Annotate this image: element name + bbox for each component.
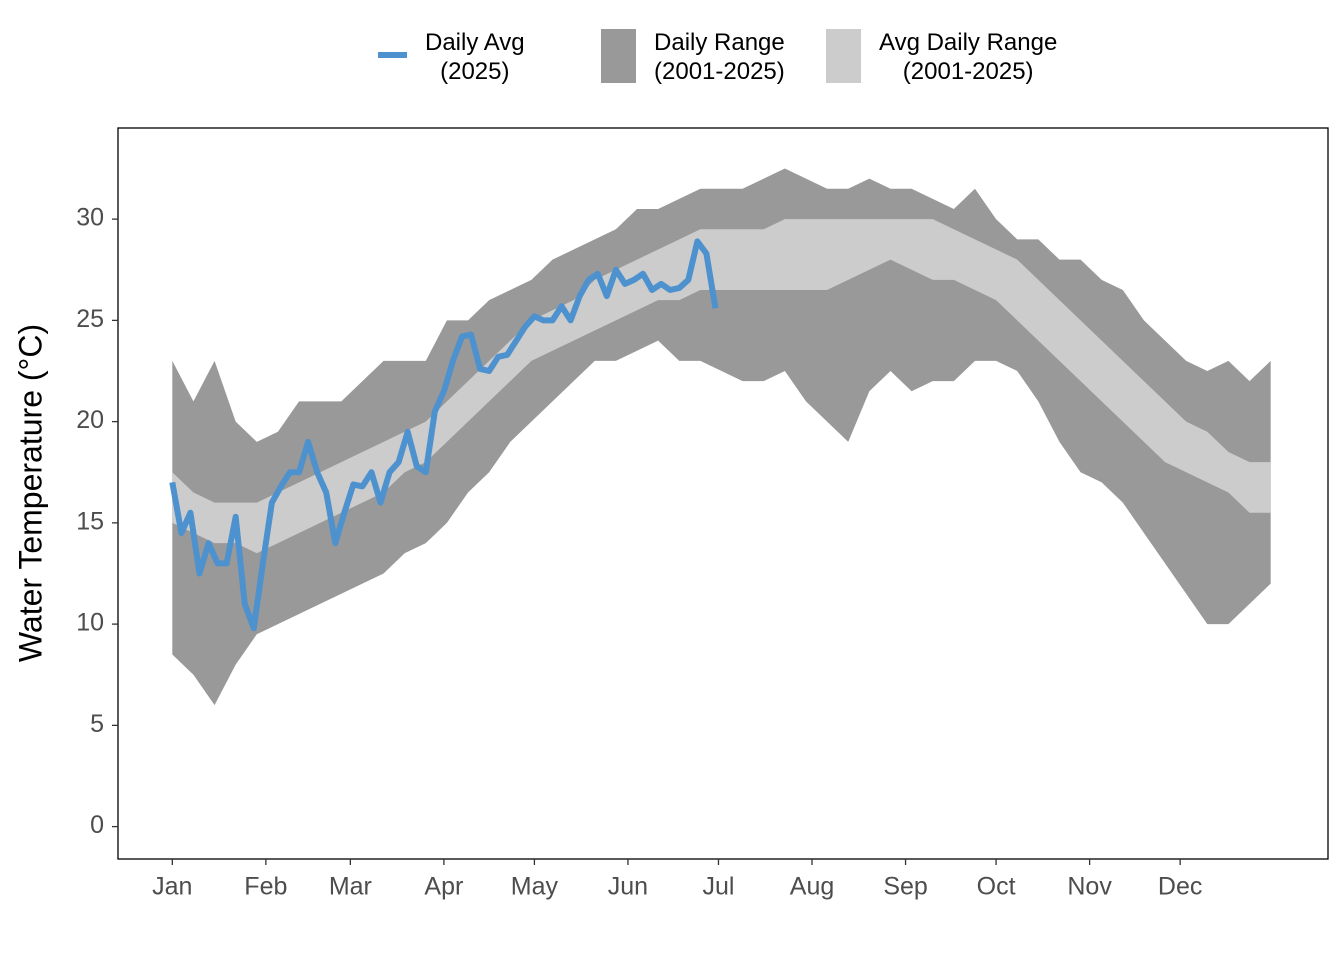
legend-item: Avg Daily Range (2001-2025) [826, 28, 1058, 85]
legend-item: Daily Avg (2025) [378, 28, 525, 85]
y-tick-label: 25 [76, 305, 104, 333]
y-tick-label: 30 [76, 204, 104, 232]
x-tick-label: Jun [608, 873, 648, 901]
legend-label: Daily Range (2001-2025) [654, 29, 785, 85]
y-axis-title: Water Temperature (°C) [12, 324, 48, 662]
legend: Daily Avg (2025) Daily Range (2001-2025) A… [0, 28, 1344, 88]
y-tick-label: 10 [76, 609, 104, 637]
x-tick-label: Jul [702, 873, 734, 901]
x-tick-label: Sep [883, 873, 927, 901]
legend-swatch [601, 29, 636, 83]
x-tick-label: Aug [790, 873, 834, 901]
legend-item: Daily Range (2001-2025) [601, 28, 785, 85]
x-tick-label: Feb [244, 873, 287, 901]
y-tick-label: 20 [76, 406, 104, 434]
x-tick-label: Dec [1158, 873, 1202, 901]
plot-border [117, 127, 1329, 860]
data-line [169, 238, 719, 632]
x-tick-label: Oct [977, 873, 1016, 901]
range-band [172, 168, 1271, 706]
legend-swatch [378, 52, 407, 58]
y-tick-label: 0 [90, 811, 104, 839]
y-tick-label: 15 [76, 507, 104, 535]
x-tick-label: Nov [1067, 873, 1112, 901]
x-tick-label: Apr [424, 873, 463, 901]
y-tick-label: 5 [90, 710, 104, 738]
legend-label: Avg Daily Range (2001-2025) [879, 29, 1058, 85]
plot-area: 0 5 10 15 20 25 30 Jan Feb Mar Apr May Jun Jul Aug Sep O… [76, 127, 1329, 901]
x-tick-label: May [511, 873, 559, 901]
x-tick-label: Mar [329, 873, 372, 901]
legend-swatch [826, 29, 861, 83]
legend-label: Daily Avg (2025) [425, 29, 525, 85]
range-band [172, 219, 1271, 554]
x-tick-label: Jan [152, 873, 192, 901]
